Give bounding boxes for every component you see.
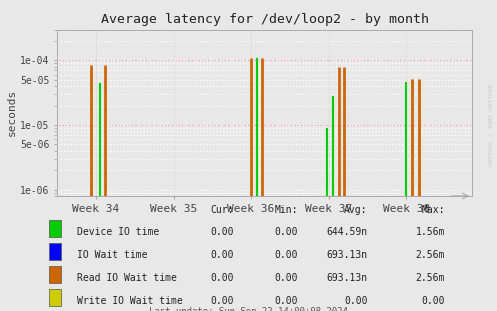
Text: 0.00: 0.00 bbox=[275, 227, 298, 237]
Text: Write IO Wait time: Write IO Wait time bbox=[77, 296, 183, 306]
Text: Max:: Max: bbox=[421, 205, 445, 215]
Text: 644.59n: 644.59n bbox=[327, 227, 368, 237]
Y-axis label: seconds: seconds bbox=[7, 89, 17, 136]
Text: 2.56m: 2.56m bbox=[415, 250, 445, 260]
Text: Last update: Sun Sep 22 14:00:08 2024: Last update: Sun Sep 22 14:00:08 2024 bbox=[149, 307, 348, 311]
Title: Average latency for /dev/loop2 - by month: Average latency for /dev/loop2 - by mont… bbox=[101, 13, 428, 26]
Text: 2.56m: 2.56m bbox=[415, 273, 445, 283]
Text: Avg:: Avg: bbox=[344, 205, 368, 215]
FancyBboxPatch shape bbox=[49, 243, 61, 260]
Text: 0.00: 0.00 bbox=[344, 296, 368, 306]
Text: 693.13n: 693.13n bbox=[327, 273, 368, 283]
Text: 0.00: 0.00 bbox=[275, 296, 298, 306]
Text: 0.00: 0.00 bbox=[210, 273, 234, 283]
FancyBboxPatch shape bbox=[49, 289, 61, 306]
Text: RRDTOOL / TOBI OETIKER: RRDTOOL / TOBI OETIKER bbox=[489, 83, 494, 166]
Text: 0.00: 0.00 bbox=[275, 273, 298, 283]
FancyBboxPatch shape bbox=[49, 220, 61, 237]
Text: Device IO time: Device IO time bbox=[77, 227, 159, 237]
Text: 0.00: 0.00 bbox=[210, 250, 234, 260]
Text: 0.00: 0.00 bbox=[421, 296, 445, 306]
Text: Cur:: Cur: bbox=[210, 205, 234, 215]
Text: 0.00: 0.00 bbox=[275, 250, 298, 260]
Text: 1.56m: 1.56m bbox=[415, 227, 445, 237]
Text: Read IO Wait time: Read IO Wait time bbox=[77, 273, 177, 283]
FancyBboxPatch shape bbox=[49, 266, 61, 283]
Text: Min:: Min: bbox=[275, 205, 298, 215]
Text: IO Wait time: IO Wait time bbox=[77, 250, 148, 260]
Text: 0.00: 0.00 bbox=[210, 296, 234, 306]
Text: 693.13n: 693.13n bbox=[327, 250, 368, 260]
Text: 0.00: 0.00 bbox=[210, 227, 234, 237]
